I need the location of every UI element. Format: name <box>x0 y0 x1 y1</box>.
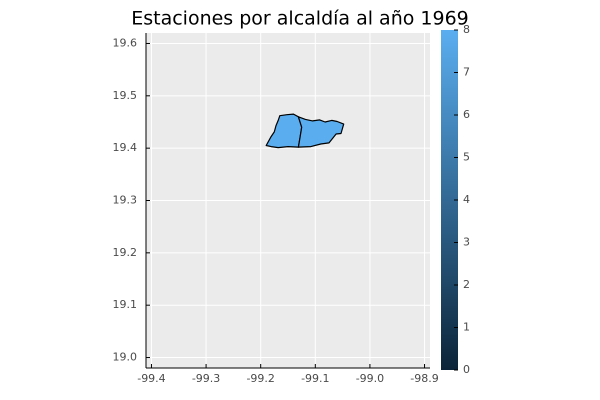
x-tick-label: -99.0 <box>356 372 384 385</box>
y-tick-label: 19.3 <box>113 194 138 207</box>
y-tick-label: 19.5 <box>113 89 138 102</box>
colorbar-tick-label: 3 <box>463 236 470 249</box>
x-tick-label: -99.3 <box>192 372 220 385</box>
y-tick-label: 19.6 <box>113 36 138 49</box>
colorbar-tick-label: 4 <box>463 193 470 206</box>
map-region <box>297 116 345 148</box>
y-tick-label: 19.4 <box>113 141 138 154</box>
y-tick-label: 19.2 <box>113 246 138 259</box>
y-tick-label: 19.1 <box>113 298 138 311</box>
colorbar-tick-label: 6 <box>463 108 470 121</box>
grid-lines <box>146 33 430 368</box>
x-tick-label: -98.9 <box>410 372 438 385</box>
colorbar-tick-label: 0 <box>463 363 470 376</box>
y-tick-label: 19.0 <box>113 351 138 364</box>
x-tick-label: -99.1 <box>301 372 329 385</box>
colorbar-tick-label: 1 <box>463 321 470 334</box>
map-regions <box>265 113 345 149</box>
x-axis-ticks: -99.4 -99.3 -99.2 -99.1 -99.0 -98.9 <box>137 364 439 385</box>
colorbar-tick-label: 7 <box>463 66 470 79</box>
colorbar-tick-label: 2 <box>463 278 470 291</box>
colorbar-ticks: 0 1 2 3 4 5 6 7 8 <box>454 23 470 376</box>
colorbar-tick-label: 5 <box>463 151 470 164</box>
x-tick-label: -99.2 <box>246 372 274 385</box>
x-tick-label: -99.4 <box>137 372 165 385</box>
colorbar-tick-label: 8 <box>463 23 470 36</box>
map-region <box>265 113 303 149</box>
colorbar <box>441 30 458 370</box>
chart-title: Estaciones por alcaldía al año 1969 <box>131 8 469 30</box>
y-axis-ticks: 19.0 19.1 19.2 19.3 19.4 19.5 19.6 <box>113 36 150 364</box>
